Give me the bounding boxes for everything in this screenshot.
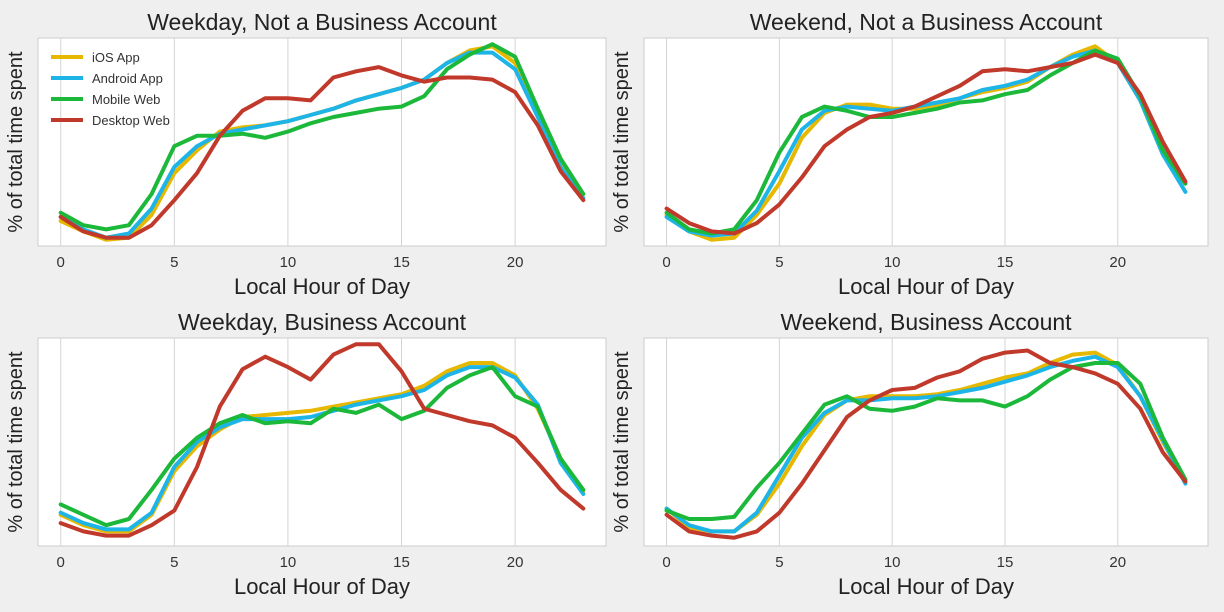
- x-axis-label: Local Hour of Day: [838, 274, 1014, 299]
- x-tick-label: 10: [884, 554, 901, 571]
- x-tick-label: 0: [662, 254, 670, 271]
- series-line-desktop-web: [664, 348, 1188, 540]
- chart-panel-4: 0 5 10 15 20 Weekend, Business Account Local H…: [611, 309, 1209, 599]
- x-tick-label: 0: [662, 554, 670, 571]
- x-tick-label: 10: [280, 554, 297, 571]
- legend-entry-ios-app: iOS App: [92, 50, 140, 65]
- chart-title: Weekday, Not a Business Account: [147, 9, 497, 35]
- x-tick-label: 20: [1109, 554, 1126, 571]
- series-line-android-app: [664, 354, 1188, 534]
- x-tick-label: 15: [393, 254, 410, 271]
- chart-title: Weekend, Not a Business Account: [750, 9, 1103, 35]
- y-axis-label: % of total time spent: [611, 351, 633, 533]
- legend-entry-android-app: Android App: [92, 71, 163, 86]
- x-tick-label: 5: [775, 254, 783, 271]
- series-line-mobile-web: [58, 365, 586, 528]
- x-tick-label: 5: [775, 554, 783, 571]
- legend: iOS App Android App Mobile Web Desktop Web: [51, 50, 170, 128]
- plot-area: [37, 37, 607, 247]
- x-tick-label: 15: [997, 254, 1014, 271]
- x-axis-label: Local Hour of Day: [234, 274, 410, 299]
- y-axis-label: % of total time spent: [5, 51, 27, 233]
- x-tick-label: 0: [57, 254, 65, 271]
- series-line-android-app: [58, 50, 586, 240]
- x-tick-label: 15: [997, 554, 1014, 571]
- chart-title: Weekday, Business Account: [178, 309, 467, 335]
- series-line-desktop-web: [58, 342, 586, 538]
- x-axis-label: Local Hour of Day: [838, 574, 1014, 599]
- series-line-desktop-web: [58, 65, 586, 240]
- x-tick-label: 20: [507, 254, 524, 271]
- x-axis-label: Local Hour of Day: [234, 574, 410, 599]
- x-tick-label: 20: [507, 554, 524, 571]
- legend-entry-desktop-web: Desktop Web: [92, 113, 170, 128]
- x-tick-label: 0: [57, 554, 65, 571]
- series-line-mobile-web: [664, 48, 1188, 236]
- chart-panel-1: 0 5 10 15 20 Weekday, Not a Business Account L…: [5, 9, 607, 299]
- chart-panel-3: 0 5 10 15 20 Weekday, Business Account Local H…: [5, 309, 607, 599]
- chart-panel-2: 0 5 10 15 20 Weekend, Not a Business Account L…: [611, 9, 1209, 299]
- x-tick-label: 15: [393, 554, 410, 571]
- series-line-mobile-web: [58, 42, 586, 232]
- y-axis-label: % of total time spent: [611, 51, 633, 233]
- x-tick-label: 10: [884, 254, 901, 271]
- legend-entry-mobile-web: Mobile Web: [92, 92, 160, 107]
- x-tick-label: 5: [170, 554, 178, 571]
- series-line-desktop-web: [664, 52, 1188, 236]
- x-tick-label: 10: [280, 254, 297, 271]
- chart-title: Weekend, Business Account: [780, 309, 1072, 335]
- series-line-mobile-web: [664, 361, 1188, 521]
- plot-area: [643, 37, 1209, 247]
- series-line-ios-app: [664, 44, 1188, 242]
- x-tick-label: 5: [170, 254, 178, 271]
- y-axis-label: % of total time spent: [5, 351, 27, 533]
- x-tick-label: 20: [1109, 254, 1126, 271]
